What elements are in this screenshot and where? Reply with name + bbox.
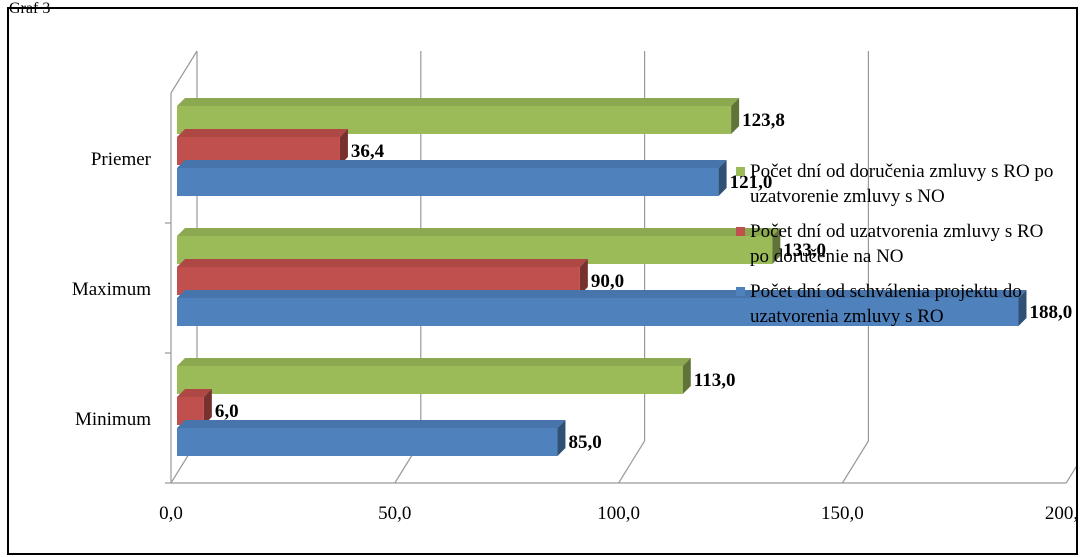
data-label: 90,0 — [591, 271, 624, 292]
data-label: 36,4 — [351, 141, 385, 162]
bar-top-face — [177, 389, 212, 397]
legend-label: Počet dní od schválenia projektu do uzat… — [750, 281, 1022, 327]
bar-end-face — [682, 358, 691, 394]
bar-top-face — [177, 290, 1027, 298]
bar — [177, 428, 558, 456]
chart-frame: Graf 3 0,0 50,0 100,0 150,0 200,0 Minimum 113,… — [7, 0, 1078, 555]
bar-top-face — [177, 98, 740, 106]
x-tick-label: 50,0 — [378, 503, 411, 524]
legend-item: Počet dní od schválenia projektu do uzat… — [736, 279, 1066, 329]
data-label: 188,0 — [1029, 302, 1072, 323]
x-tick-label: 200,0 — [1045, 503, 1076, 524]
bar — [177, 168, 719, 196]
bar-end-face — [203, 389, 212, 425]
legend-label: Počet dní od doručenia zmluvy s RO po uz… — [750, 161, 1054, 207]
x-tick-label: 100,0 — [597, 503, 640, 524]
bar-top-face — [177, 129, 348, 137]
chart-plot: 0,0 50,0 100,0 150,0 200,0 Minimum 113,0 6,0 85,… — [72, 50, 1076, 524]
bar-top-face — [177, 420, 566, 428]
data-label: 6,0 — [215, 401, 239, 422]
category-label: Priemer — [91, 149, 152, 170]
bar — [177, 366, 683, 394]
data-label: 121,0 — [730, 172, 773, 193]
gridline-floor — [618, 440, 646, 484]
data-label: 133,0 — [783, 240, 826, 261]
bar-end-face — [339, 129, 348, 165]
chart-corner-label: Graf 3 — [9, 0, 51, 17]
data-label: 85,0 — [568, 432, 601, 453]
bar-end-face — [731, 98, 740, 134]
legend-label: Počet dní od uzatvorenia zmluvy s RO po … — [750, 221, 1044, 267]
bar-end-face — [1018, 290, 1027, 326]
bar-end-face — [557, 420, 566, 456]
bar-top-face — [177, 358, 691, 366]
bar-top-face — [177, 160, 727, 168]
bar — [177, 298, 1019, 326]
gridline-floor — [1065, 466, 1076, 484]
x-tick-label: 0,0 — [159, 503, 183, 524]
legend-swatch — [736, 167, 745, 176]
axis-top-edge — [170, 50, 198, 94]
category-label: Maximum — [72, 279, 151, 300]
gridline-floor — [841, 440, 869, 484]
chart-legend: Počet dní od doručenia zmluvy s RO po uz… — [736, 159, 1066, 339]
bar-end-face — [579, 259, 588, 295]
data-label: 123,8 — [742, 110, 785, 131]
bar-top-face — [177, 259, 588, 267]
data-label: 113,0 — [694, 370, 736, 391]
legend-item: Počet dní od doručenia zmluvy s RO po uz… — [736, 159, 1066, 209]
bar-end-face — [718, 160, 727, 196]
bar-top-face — [177, 228, 781, 236]
category-label: Minimum — [75, 409, 151, 430]
legend-swatch — [736, 227, 745, 236]
legend-item: Počet dní od uzatvorenia zmluvy s RO po … — [736, 219, 1066, 269]
legend-swatch — [736, 287, 745, 296]
bar-end-face — [772, 228, 781, 264]
x-tick-label: 150,0 — [821, 503, 864, 524]
